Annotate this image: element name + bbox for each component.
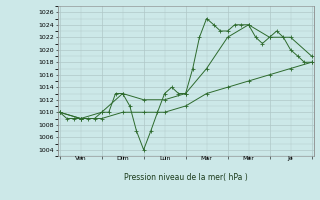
X-axis label: Pression niveau de la mer( hPa ): Pression niveau de la mer( hPa ) <box>124 173 247 182</box>
